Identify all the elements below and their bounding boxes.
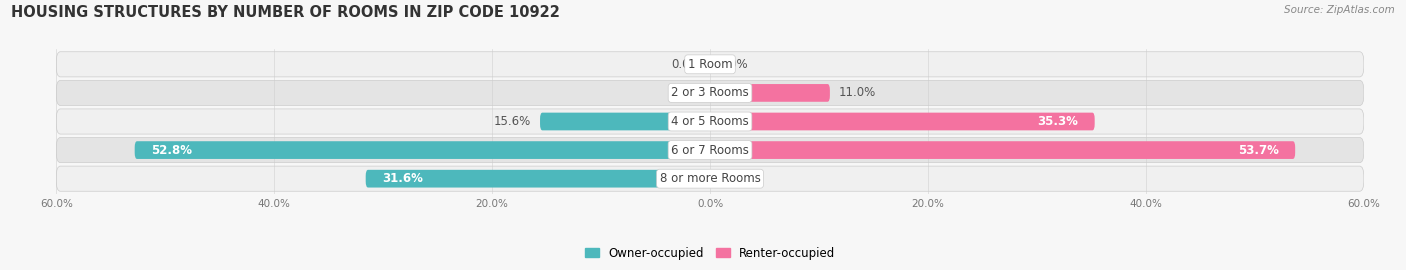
FancyBboxPatch shape: [540, 113, 710, 130]
Text: Source: ZipAtlas.com: Source: ZipAtlas.com: [1284, 5, 1395, 15]
FancyBboxPatch shape: [135, 141, 710, 159]
Text: 0.0%: 0.0%: [672, 86, 702, 99]
FancyBboxPatch shape: [710, 84, 830, 102]
FancyBboxPatch shape: [710, 113, 1095, 130]
Text: 15.6%: 15.6%: [494, 115, 531, 128]
Text: 11.0%: 11.0%: [838, 86, 876, 99]
FancyBboxPatch shape: [56, 137, 1364, 163]
Text: 2 or 3 Rooms: 2 or 3 Rooms: [671, 86, 749, 99]
Text: 4 or 5 Rooms: 4 or 5 Rooms: [671, 115, 749, 128]
Text: 0.0%: 0.0%: [718, 58, 748, 71]
FancyBboxPatch shape: [710, 141, 1295, 159]
Text: 35.3%: 35.3%: [1038, 115, 1078, 128]
FancyBboxPatch shape: [56, 52, 1364, 77]
Text: 52.8%: 52.8%: [150, 144, 193, 157]
Text: 0.0%: 0.0%: [672, 58, 702, 71]
Text: 8 or more Rooms: 8 or more Rooms: [659, 172, 761, 185]
FancyBboxPatch shape: [366, 170, 710, 188]
FancyBboxPatch shape: [56, 80, 1364, 106]
Text: 1 Room: 1 Room: [688, 58, 733, 71]
Text: 31.6%: 31.6%: [382, 172, 423, 185]
Text: HOUSING STRUCTURES BY NUMBER OF ROOMS IN ZIP CODE 10922: HOUSING STRUCTURES BY NUMBER OF ROOMS IN…: [11, 5, 560, 21]
Text: 6 or 7 Rooms: 6 or 7 Rooms: [671, 144, 749, 157]
Text: 53.7%: 53.7%: [1237, 144, 1279, 157]
Text: 0.0%: 0.0%: [718, 172, 748, 185]
FancyBboxPatch shape: [56, 166, 1364, 191]
FancyBboxPatch shape: [56, 109, 1364, 134]
Legend: Owner-occupied, Renter-occupied: Owner-occupied, Renter-occupied: [579, 242, 841, 264]
